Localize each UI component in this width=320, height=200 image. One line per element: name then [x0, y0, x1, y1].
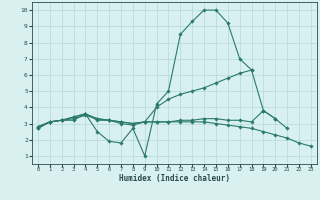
X-axis label: Humidex (Indice chaleur): Humidex (Indice chaleur)	[119, 174, 230, 183]
